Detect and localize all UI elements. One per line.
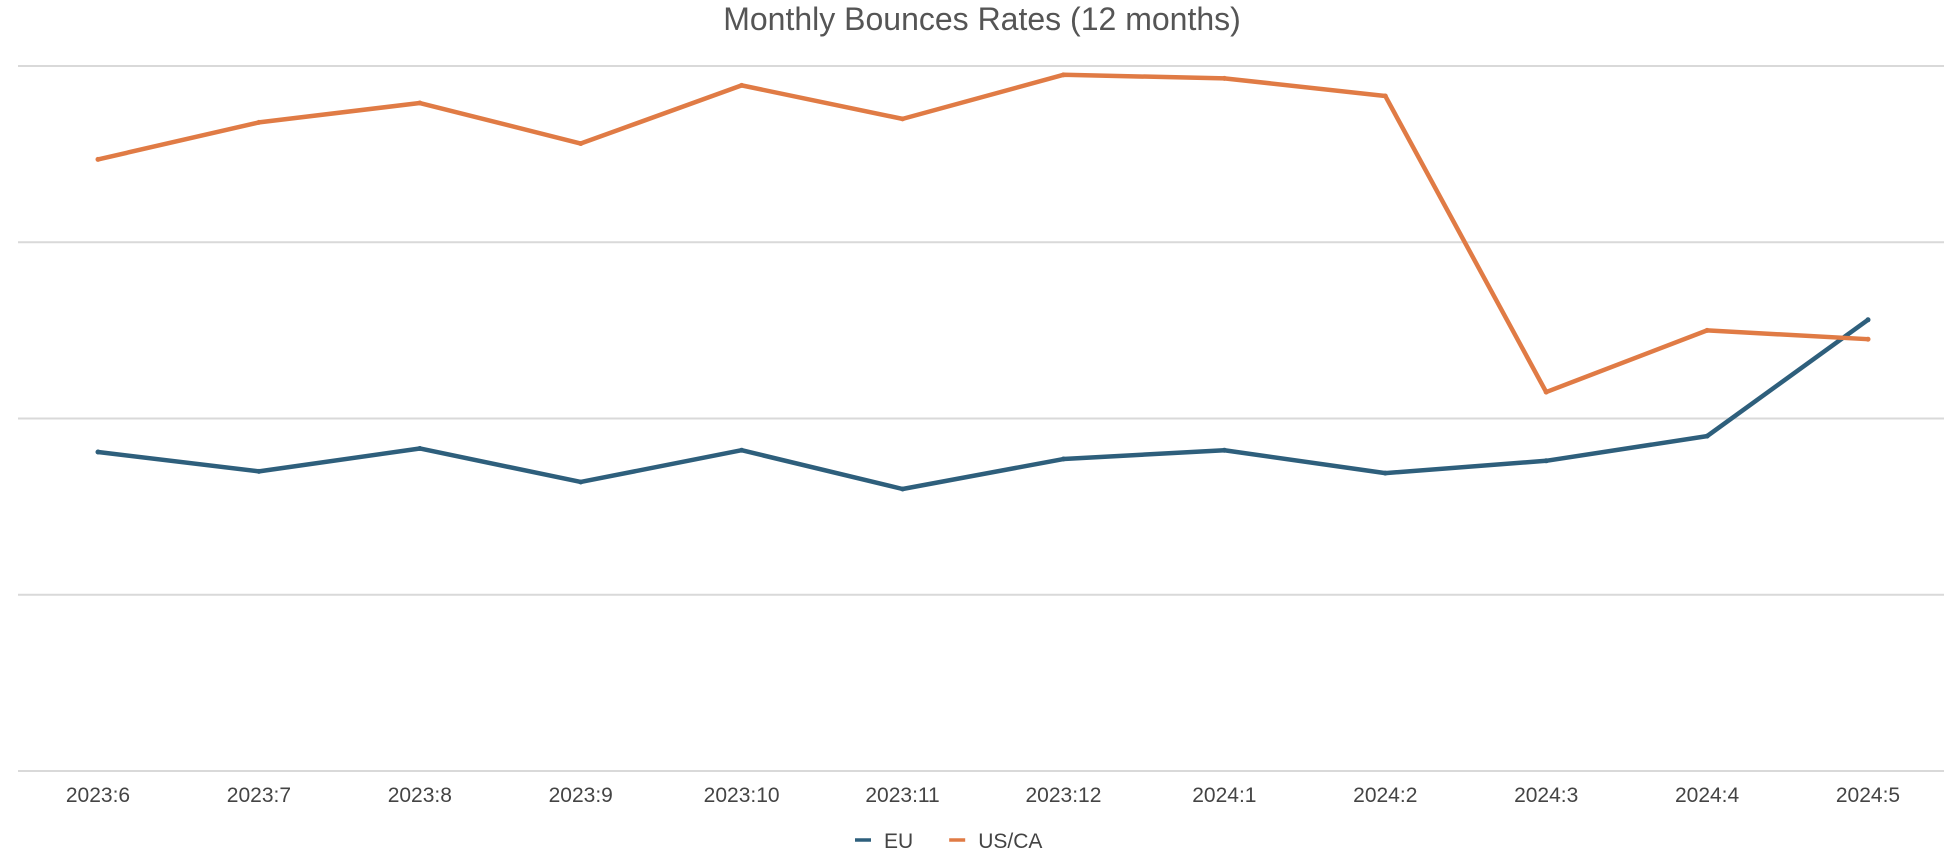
data-point-us-ca-5[interactable]	[900, 116, 906, 122]
data-point-us-ca-11[interactable]	[1865, 336, 1871, 342]
data-point-eu-5[interactable]	[900, 486, 906, 492]
x-tick-label: 2024:3	[1514, 784, 1578, 807]
data-point-us-ca-6[interactable]	[1060, 72, 1066, 78]
x-tick-label: 2024:1	[1192, 784, 1256, 807]
data-point-eu-9[interactable]	[1543, 458, 1549, 464]
data-point-eu-11[interactable]	[1865, 317, 1871, 323]
data-point-us-ca-2[interactable]	[417, 100, 423, 106]
series-lines	[95, 72, 1871, 492]
legend-item-us-ca[interactable]: US/CA	[949, 830, 1042, 852]
x-axis-tick-labels: 2023:6 2023:7 2023:8 2023:9 2023:10 2023:11 20…	[66, 784, 1900, 807]
x-tick-label: 2023:8	[388, 784, 452, 807]
data-point-us-ca-8[interactable]	[1382, 93, 1388, 99]
data-point-eu-1[interactable]	[256, 468, 262, 474]
data-point-eu-8[interactable]	[1382, 470, 1388, 476]
data-point-eu-6[interactable]	[1060, 456, 1066, 462]
data-point-us-ca-0[interactable]	[95, 156, 101, 162]
data-point-us-ca-4[interactable]	[739, 82, 745, 88]
data-point-eu-7[interactable]	[1221, 447, 1227, 453]
data-point-us-ca-7[interactable]	[1221, 75, 1227, 81]
x-tick-label: 2024:5	[1836, 784, 1900, 807]
data-point-eu-4[interactable]	[739, 447, 745, 453]
data-point-us-ca-1[interactable]	[256, 119, 262, 125]
x-tick-label: 2024:2	[1353, 784, 1417, 807]
legend[interactable]: EU US/CA	[855, 830, 1042, 852]
legend-item-eu[interactable]: EU	[855, 830, 913, 852]
data-point-eu-2[interactable]	[417, 445, 423, 451]
chart-title: Monthly Bounces Rates (12 months)	[723, 1, 1241, 37]
data-point-us-ca-10[interactable]	[1704, 327, 1710, 333]
legend-label-eu: EU	[884, 830, 913, 852]
data-point-eu-10[interactable]	[1704, 433, 1710, 439]
gridlines	[18, 65, 1944, 772]
x-tick-label: 2023:9	[549, 784, 613, 807]
data-point-us-ca-9[interactable]	[1543, 389, 1549, 395]
x-tick-label: 2023:12	[1025, 784, 1101, 807]
x-tick-label: 2023:6	[66, 784, 130, 807]
x-tick-label: 2023:7	[227, 784, 291, 807]
data-point-us-ca-3[interactable]	[578, 141, 584, 147]
x-tick-label: 2023:11	[865, 784, 939, 807]
series-line-eu[interactable]	[95, 317, 1871, 492]
legend-label-us-ca: US/CA	[978, 830, 1042, 852]
series-line-us-ca[interactable]	[95, 72, 1871, 395]
data-point-eu-3[interactable]	[578, 479, 584, 485]
data-point-eu-0[interactable]	[95, 449, 101, 455]
x-tick-label: 2023:10	[704, 784, 780, 807]
x-tick-label: 2024:4	[1675, 784, 1740, 807]
